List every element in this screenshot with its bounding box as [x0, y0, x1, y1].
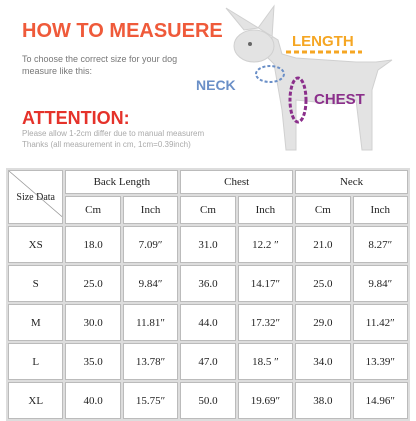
value-cell: 40.0 [65, 382, 121, 419]
value-cell: 11.42″ [352, 304, 408, 341]
value-cell: 14.96″ [352, 382, 408, 419]
value-cell: 18.0 [65, 226, 121, 263]
value-cell: 15.75″ [122, 382, 179, 419]
size-row: S 25.0 9.84″ 36.0 14.17″ 25.0 9.84″ [8, 265, 408, 302]
value-cell: 9.84″ [122, 265, 179, 302]
unit-row: Cm Inch Cm Inch Cm Inch [8, 196, 408, 224]
size-cell: XS [8, 226, 64, 263]
neck-loop [255, 65, 285, 83]
unit-header: Cm [180, 196, 236, 224]
size-cell: L [8, 343, 64, 380]
value-cell: 44.0 [180, 304, 236, 341]
value-cell: 30.0 [65, 304, 121, 341]
dog-eye [248, 42, 252, 46]
value-cell: 7.09″ [122, 226, 179, 263]
value-cell: 25.0 [65, 265, 121, 302]
value-cell: 8.27″ [352, 226, 408, 263]
dog-silhouette [225, 4, 393, 151]
size-cell: M [8, 304, 64, 341]
diagonal [9, 171, 63, 217]
value-cell: 19.69″ [237, 382, 294, 419]
value-cell: 35.0 [65, 343, 121, 380]
value-cell: 36.0 [180, 265, 236, 302]
unit-header: Cm [295, 196, 351, 224]
table-body: Size Data Back Length Chest Neck Cm Inch Cm Inc… [8, 170, 408, 419]
corner-label: Size Data [16, 192, 55, 203]
size-row: XL 40.0 15.75″ 50.0 19.69″ 38.0 14.96″ [8, 382, 408, 419]
chest-label: CHEST [314, 91, 365, 108]
note: Thanks (all measurement in cm, 1cm=0.39i… [22, 140, 191, 149]
value-cell: 25.0 [295, 265, 351, 302]
attention-title: ATTENTION: [22, 108, 130, 128]
value-cell: 18.5 ″ [237, 343, 294, 380]
value-cell: 34.0 [295, 343, 351, 380]
value-cell: 11.81″ [122, 304, 179, 341]
dog-diagram: LENGTH NECK CHEST [196, 4, 393, 151]
size-row: M 30.0 11.81″ 44.0 17.32″ 29.0 11.42″ [8, 304, 408, 341]
unit-header: Inch [122, 196, 179, 224]
value-cell: 29.0 [295, 304, 351, 341]
neck-label: NECK [196, 77, 236, 93]
value-cell: 47.0 [180, 343, 236, 380]
value-cell: 38.0 [295, 382, 351, 419]
subtitle: To choose the correct size for your dog [22, 54, 178, 64]
group-header: Back Length [65, 170, 179, 194]
chest-loop [288, 76, 308, 124]
size-cell: S [8, 265, 64, 302]
size-table: Size Data Back Length Chest Neck Cm Inch Cm Inc… [6, 168, 410, 421]
corner-cell: Size Data [8, 170, 64, 224]
size-row: XS 18.0 7.09″ 31.0 12.2 ″ 21.0 8.27″ [8, 226, 408, 263]
value-cell: 13.39″ [352, 343, 408, 380]
group-header: Chest [180, 170, 294, 194]
value-cell: 9.84″ [352, 265, 408, 302]
size-row: L 35.0 13.78″ 47.0 18.5 ″ 34.0 13.39″ [8, 343, 408, 380]
value-cell: 13.78″ [122, 343, 179, 380]
group-header: Neck [295, 170, 408, 194]
title: HOW TO MEASUERE [22, 20, 223, 42]
unit-header: Cm [65, 196, 121, 224]
value-cell: 14.17″ [237, 265, 294, 302]
subtitle: measure like this: [22, 66, 93, 76]
value-cell: 17.32″ [237, 304, 294, 341]
value-cell: 31.0 [180, 226, 236, 263]
length-label: LENGTH [292, 33, 354, 50]
size-cell: XL [8, 382, 64, 419]
unit-header: Inch [237, 196, 294, 224]
value-cell: 12.2 ″ [237, 226, 294, 263]
value-cell: 21.0 [295, 226, 351, 263]
value-cell: 50.0 [180, 382, 236, 419]
header-row: Size Data Back Length Chest Neck [8, 170, 408, 224]
note: Please allow 1-2cm differ due to manual … [22, 129, 205, 138]
unit-header: Inch [352, 196, 408, 224]
